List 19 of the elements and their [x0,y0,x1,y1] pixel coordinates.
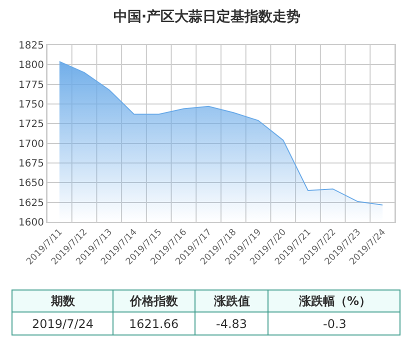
text: 2019/7/24 [32,317,94,331]
text: 1621.66 [129,317,179,331]
chart-title: 中国·产区大蒜日定基指数走势 [113,8,301,25]
text: 价格指数 [129,294,179,308]
y-tick-label: 1775 [18,80,44,91]
y-tick-label: 1675 [18,158,44,170]
y-tick-label: 1800 [18,60,44,72]
text: -0.3 [323,317,346,331]
y-tick-label: 1750 [18,100,44,110]
text: 涨跌幅（%） [298,294,372,308]
y-tick-label: 1825 [18,40,44,52]
y-tick-label: 1625 [18,198,44,209]
y-tick-label: 1700 [18,138,44,150]
y-tick-label: 1650 [18,178,44,190]
y-tick-label: 1725 [18,119,44,130]
text: 涨跌值 [213,294,250,308]
text: -4.83 [216,317,248,331]
text: 期数 [50,294,76,308]
y-tick-label: 1600 [18,218,44,228]
